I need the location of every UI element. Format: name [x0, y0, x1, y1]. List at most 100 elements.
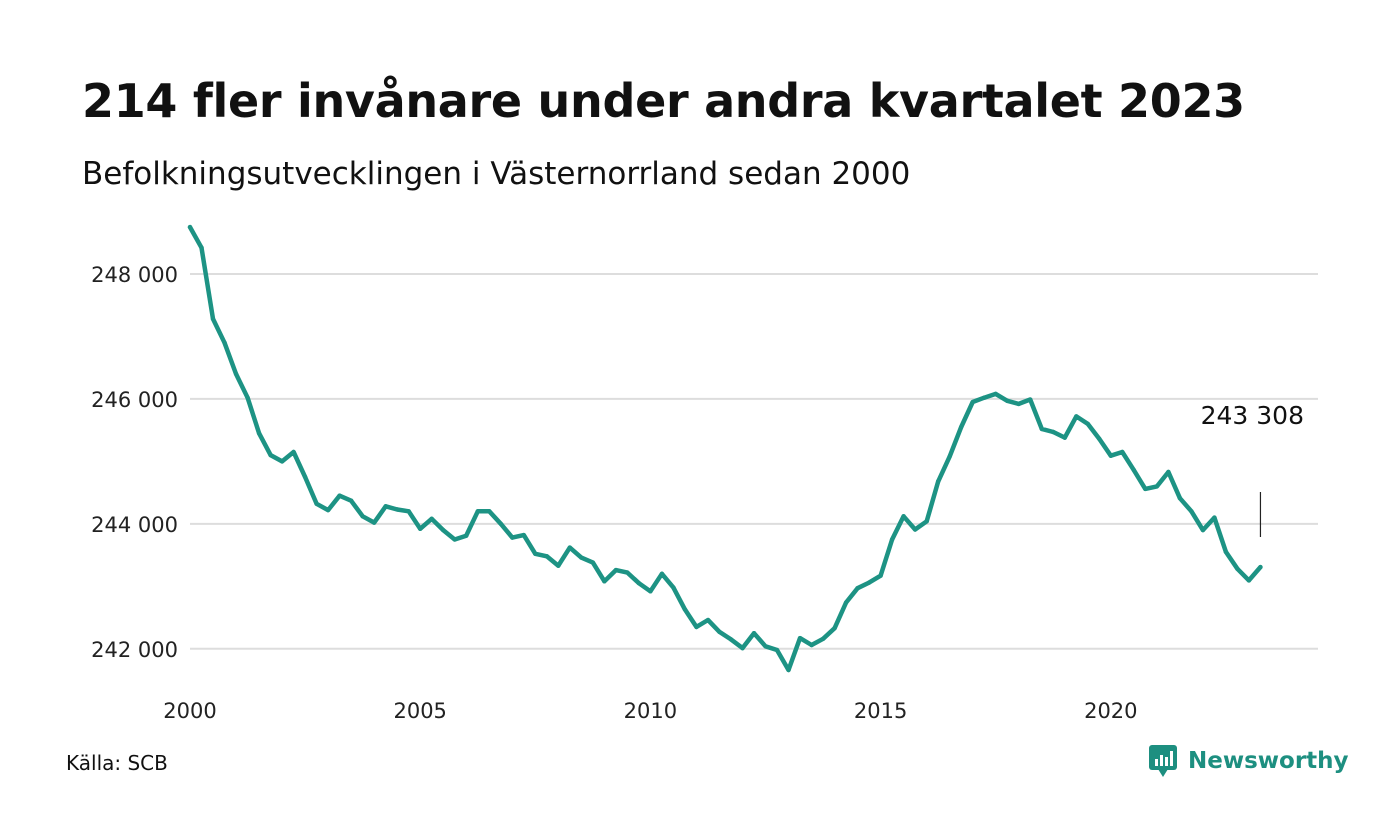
data-point: [924, 519, 929, 524]
data-point: [510, 535, 515, 540]
data-point: [843, 600, 849, 605]
data-point: [1085, 421, 1090, 427]
x-tick-label: 2015: [854, 699, 907, 723]
data-point: [475, 509, 480, 514]
data-point: [314, 501, 319, 507]
data-point: [210, 316, 216, 322]
x-tick-label: 2010: [624, 699, 677, 723]
data-point: [268, 452, 273, 458]
data-point: [947, 454, 952, 459]
y-tick-label: 248 000: [91, 263, 178, 287]
data-point: [740, 645, 745, 651]
data-point: [1016, 401, 1021, 407]
data-point: [325, 507, 331, 513]
data-point: [901, 514, 906, 519]
data-point: [993, 391, 998, 397]
y-tick-label: 246 000: [91, 388, 178, 412]
data-point: [1154, 484, 1160, 489]
data-point: [866, 580, 872, 585]
data-point: [256, 431, 262, 436]
brand[interactable]: Newsworthy: [1148, 744, 1349, 778]
data-point: [544, 554, 550, 559]
data-point: [1223, 549, 1229, 555]
data-point: [809, 642, 814, 648]
data-point: [302, 474, 308, 480]
data-point: [912, 527, 918, 532]
data-point: [717, 629, 722, 635]
data-point: [1166, 469, 1171, 475]
series-layer: [187, 224, 1263, 673]
data-point: [648, 589, 653, 594]
data-point: [671, 585, 676, 590]
data-point: [1246, 578, 1252, 583]
data-point: [533, 551, 538, 557]
data-point: [452, 537, 457, 542]
latest-value-label: 243 308: [1201, 401, 1304, 430]
data-point: [1039, 426, 1044, 432]
data-point: [728, 637, 734, 642]
data-point: [222, 340, 227, 345]
data-point: [1131, 467, 1137, 473]
data-point: [694, 624, 699, 630]
y-tick-label: 242 000: [91, 638, 178, 662]
data-point: [982, 395, 987, 400]
data-point: [291, 449, 296, 455]
data-point: [797, 635, 803, 641]
chart-subtitle: Befolkningsutvecklingen i Västernorrland…: [82, 156, 911, 192]
data-point: [337, 493, 342, 498]
data-point: [832, 625, 837, 631]
data-point: [970, 399, 975, 405]
data-point: [464, 533, 469, 538]
data-point: [935, 479, 941, 484]
y-tick-label: 244 000: [91, 513, 178, 537]
data-point: [1258, 564, 1263, 570]
data-point: [371, 520, 377, 525]
chart-title: 214 fler invånare under andra kvartalet …: [82, 74, 1245, 128]
axis-labels: 242 000 244 000 246 000 248 000 2000 2005 2010…: [91, 263, 1137, 723]
data-point: [878, 573, 883, 578]
data-point: [1200, 527, 1206, 533]
x-tick-label: 2005: [393, 699, 446, 723]
data-point: [889, 537, 895, 542]
data-point: [556, 563, 561, 568]
data-point: [579, 555, 584, 560]
data-point: [279, 459, 285, 464]
grid-lines: [190, 272, 1318, 650]
data-point: [418, 526, 423, 532]
data-point: [1143, 486, 1148, 492]
data-point: [751, 630, 757, 636]
data-point: [786, 667, 791, 673]
data-point: [774, 647, 780, 653]
data-point: [348, 498, 354, 503]
data-point: [245, 395, 250, 400]
data-point: [383, 504, 388, 509]
x-tick-label: 2000: [163, 699, 216, 723]
data-point: [613, 567, 619, 573]
data-point: [1212, 515, 1217, 520]
data-point: [682, 607, 688, 612]
data-point: [1005, 398, 1010, 403]
data-point: [567, 545, 573, 550]
data-point: [1051, 429, 1056, 435]
data-point: [406, 509, 411, 514]
data-point: [233, 371, 239, 377]
data-point: [1235, 566, 1240, 572]
data-point: [602, 579, 607, 584]
data-point: [636, 580, 642, 586]
data-point: [1120, 449, 1125, 455]
data-point: [487, 509, 492, 514]
data-point: [429, 516, 434, 522]
data-point: [855, 585, 860, 591]
data-point: [394, 507, 400, 512]
data-point: [187, 224, 193, 230]
data-point: [360, 514, 365, 519]
data-point: [590, 560, 596, 565]
data-point: [441, 527, 446, 533]
brand-name: Newsworthy: [1188, 748, 1349, 774]
data-point: [763, 644, 768, 649]
source-note: Källa: SCB: [66, 751, 168, 775]
data-point: [1062, 435, 1067, 440]
data-point: [1189, 509, 1194, 514]
